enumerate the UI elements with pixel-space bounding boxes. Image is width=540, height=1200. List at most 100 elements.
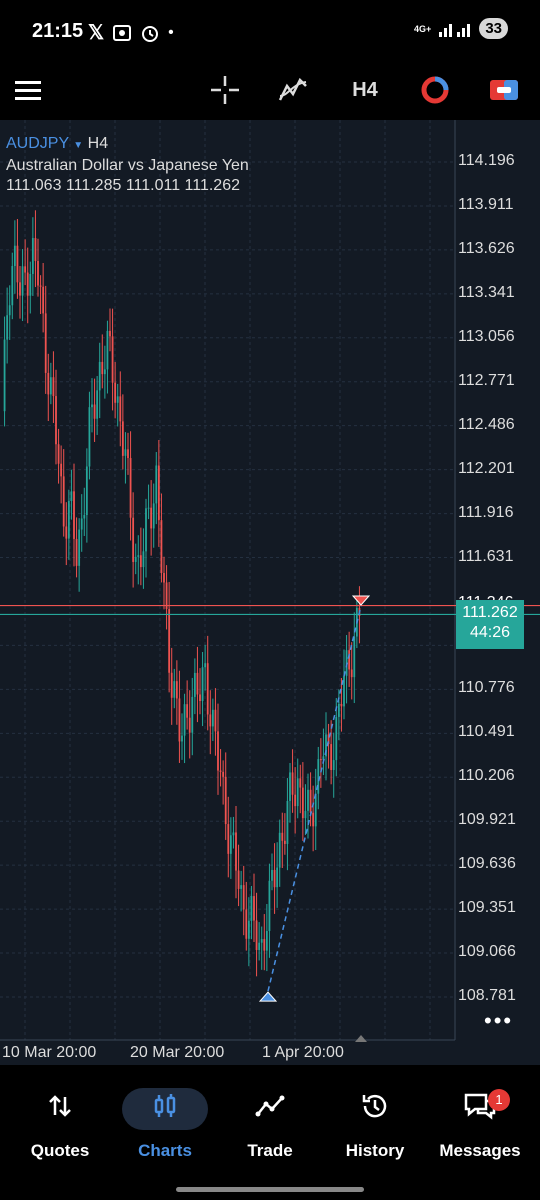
candle-body — [350, 669, 353, 678]
candle-body — [73, 491, 75, 539]
candle-body — [42, 286, 45, 314]
candle-body — [11, 266, 14, 306]
candle-body — [152, 503, 155, 529]
status-time: 21:15 — [32, 20, 84, 42]
active-tab-highlight — [122, 1088, 208, 1130]
candle-body — [147, 507, 150, 509]
trade-mode-button[interactable] — [415, 70, 455, 110]
candle-body — [155, 465, 158, 504]
nav-quotes[interactable]: Quotes — [10, 1085, 110, 1175]
candle-body — [340, 704, 343, 707]
candle-body — [80, 518, 83, 530]
home-indicator[interactable] — [176, 1187, 364, 1192]
quotes-icon — [49, 1095, 71, 1117]
time-tick-label: 20 Mar 20:00 — [130, 1044, 225, 1061]
candlestick-chart[interactable] — [0, 120, 540, 1065]
candle-body — [13, 245, 16, 267]
charts-icon — [154, 1094, 176, 1117]
candle-body — [289, 772, 291, 801]
symbol-dropdown-icon[interactable]: ▼ — [73, 140, 84, 151]
candle-body — [124, 449, 127, 456]
candle-body — [88, 407, 91, 467]
candle-body — [19, 282, 21, 296]
candle-body — [188, 717, 191, 733]
candle-body — [93, 404, 96, 419]
signal-icon — [439, 23, 471, 37]
candle-body — [91, 404, 93, 408]
candle-body — [209, 714, 212, 727]
candle-body — [62, 476, 65, 527]
candle-body — [322, 756, 325, 761]
candle-body — [271, 869, 273, 881]
candle-body — [106, 330, 109, 370]
nav-charts[interactable]: Charts — [115, 1085, 215, 1175]
price-tick-label: 110.491 — [458, 723, 515, 741]
ohlc-values: 111.063 111.285 111.011 111.262 — [6, 177, 240, 194]
candle-body — [196, 672, 199, 695]
status-bar: 21:15 𝕏 • 4G+ 33 — [0, 0, 540, 60]
candle-body — [307, 789, 309, 811]
quick-trade-button[interactable] — [484, 70, 524, 110]
price-chart[interactable]: AUDJPY ▼ H4 Australian Dollar vs Japanes… — [0, 120, 540, 1065]
crosshair-button[interactable] — [205, 70, 245, 110]
candle-body — [227, 824, 230, 854]
candle-body — [29, 273, 32, 296]
candle-body — [268, 880, 271, 931]
nav-trade[interactable]: Trade — [220, 1085, 320, 1175]
nav-charts-label: Charts — [138, 1141, 192, 1160]
nav-messages-label: Messages — [439, 1141, 521, 1160]
more-options-button[interactable]: ••• — [484, 1008, 514, 1033]
candle-body — [111, 336, 114, 383]
nav-messages[interactable]: 1 Messages — [430, 1085, 530, 1175]
candle-body — [34, 238, 37, 262]
candle-body — [129, 458, 132, 518]
candle-body — [181, 735, 183, 742]
candle-body — [165, 582, 168, 610]
nav-history[interactable]: History — [325, 1085, 425, 1175]
price-tick-label: 109.636 — [458, 855, 516, 873]
status-notification-icons: 𝕏 • — [88, 20, 174, 45]
candle-body — [52, 377, 55, 397]
screenshot-icon — [113, 24, 132, 41]
price-tick-label: 112.486 — [458, 415, 515, 433]
time-tick-label: 10 Mar 20:00 — [2, 1044, 97, 1061]
candle-body — [232, 832, 235, 836]
candle-body — [286, 800, 289, 844]
candle-body — [49, 377, 52, 395]
trade-icon — [255, 1095, 285, 1117]
candle-body — [260, 939, 263, 943]
symbol-label[interactable]: AUDJPY — [6, 135, 69, 152]
candle-body — [119, 396, 122, 422]
candle-body — [237, 870, 240, 889]
candle-body — [173, 681, 176, 698]
candle-body — [65, 526, 68, 539]
candle-body — [335, 716, 338, 761]
price-tick-label: 109.066 — [458, 943, 516, 961]
candle-body — [78, 529, 81, 566]
status-system-icons: 4G+ 33 — [414, 18, 508, 39]
candle-body — [263, 939, 266, 951]
price-tick-label: 113.056 — [458, 327, 515, 345]
timeframe-button[interactable]: H4 — [352, 78, 378, 101]
candle-body — [67, 500, 70, 539]
candle-body — [211, 709, 214, 727]
candle-body — [70, 491, 73, 501]
price-tick-label: 113.626 — [458, 239, 515, 257]
candle-body — [127, 449, 129, 459]
dot-icon: • — [168, 23, 174, 41]
candle-body — [160, 520, 163, 573]
candle-body — [214, 709, 217, 732]
candle-body — [278, 832, 281, 868]
candle-body — [273, 869, 276, 888]
candle-body — [255, 920, 258, 950]
price-tick-label: 112.771 — [458, 371, 515, 389]
candle-body — [229, 835, 232, 854]
menu-button[interactable] — [8, 70, 48, 110]
timeframe-label: H4 — [87, 135, 109, 152]
candle-body — [121, 421, 124, 456]
indicators-button[interactable] — [273, 70, 313, 110]
candle-body — [304, 810, 307, 819]
trend-end-marker — [351, 595, 371, 606]
x-app-icon: 𝕏 — [88, 22, 105, 44]
price-tick-label: 113.911 — [458, 195, 514, 213]
